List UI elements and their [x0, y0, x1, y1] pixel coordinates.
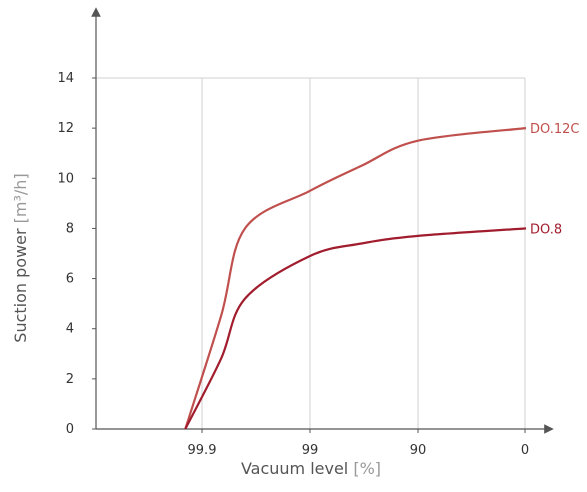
y-tick-label-12: 12 — [57, 121, 74, 136]
x-axis-unit-open: [ — [353, 459, 359, 478]
y-tick-label-2: 2 — [66, 372, 74, 387]
series-label-do8: DO.8 — [530, 222, 562, 237]
series-line-do12c — [184, 127, 527, 430]
x-tick-label-0: 0 — [521, 443, 529, 458]
series — [184, 127, 527, 430]
y-axis-unit-open: [ — [11, 217, 30, 223]
y-axis-unit: m³/h — [11, 180, 30, 218]
y-tick-label-4: 4 — [66, 322, 74, 337]
x-axis-title-text: Vacuum level — [241, 459, 348, 478]
x-tick-labels: 99.9 99 90 0 — [188, 429, 529, 458]
y-tick-label-10: 10 — [57, 171, 74, 186]
series-label-do12c: DO.12C — [530, 122, 579, 137]
y-axis-title-text: Suction power — [11, 228, 30, 343]
y-tick-label-14: 14 — [57, 71, 74, 86]
x-tick-label-90: 90 — [410, 443, 427, 458]
axes — [91, 7, 554, 434]
x-axis-title: Vacuum level [%] — [241, 459, 381, 478]
y-tick-label-0: 0 — [66, 422, 74, 437]
series-labels: DO.12C DO.8 — [530, 122, 579, 237]
series-line-do8 — [184, 227, 527, 430]
grid — [96, 77, 526, 429]
x-axis-unit-close: ] — [375, 459, 381, 478]
y-axis-title: Suction power [m³/h] — [11, 173, 30, 342]
x-tick-label-99.9: 99.9 — [188, 443, 217, 458]
x-tick-label-99: 99 — [302, 443, 319, 458]
y-axis-unit-close: ] — [11, 173, 30, 179]
y-tick-label-6: 6 — [66, 272, 74, 287]
y-tick-label-8: 8 — [66, 221, 74, 236]
x-axis-unit: % — [360, 459, 375, 478]
y-tick-labels: 0 2 4 6 8 10 12 14 — [57, 71, 96, 437]
